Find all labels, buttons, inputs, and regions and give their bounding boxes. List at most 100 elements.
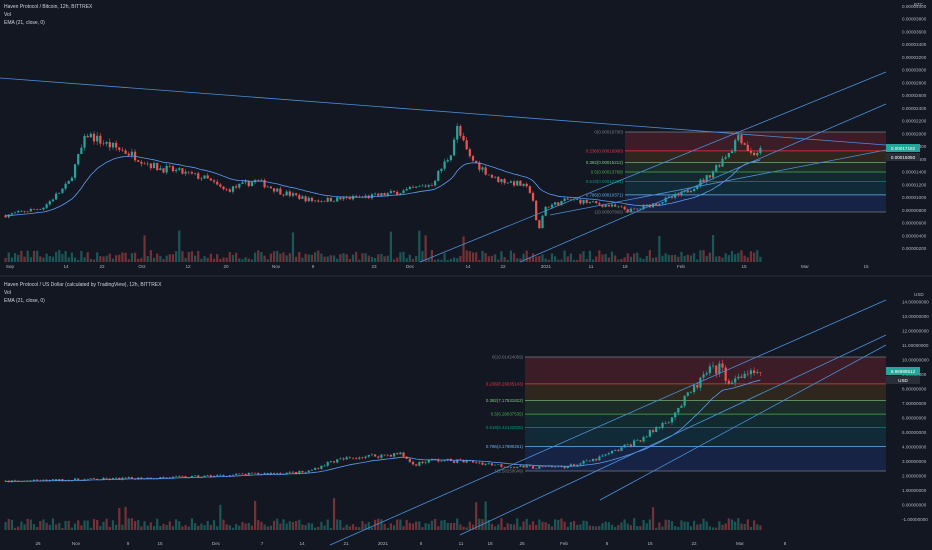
chart2-volume-bar [339, 520, 342, 530]
chart1-candle-body [756, 153, 759, 156]
chart1-volume-bar [402, 251, 405, 262]
chart1-candle-body [430, 185, 434, 186]
chart2-candle-body [4, 480, 7, 482]
chart2-candle-body [231, 474, 235, 476]
chart1-volume-bar [724, 253, 727, 262]
chart1-x-tick-label: 22 [500, 264, 506, 269]
chart1-candle-body [699, 179, 702, 186]
chart1-volume-bar [443, 253, 446, 262]
chart1-volume-bar [336, 258, 339, 262]
chart1-volume-bar [235, 252, 238, 262]
chart2-volume-bar [332, 498, 336, 530]
chart2-ema-indicator[interactable]: EMA (21, close, 0) [4, 298, 45, 304]
chart1-candle-body [26, 211, 29, 213]
chart2-volume-bar [272, 520, 276, 530]
chart2-volume-bar [162, 523, 165, 530]
chart2-volume-bar [566, 526, 569, 530]
chart1-volume-bar [269, 253, 272, 262]
chart1-volume-bar [124, 252, 127, 262]
chart1-x-tick-label: Nov [272, 264, 281, 269]
chart2-y-tick-label: 14.00000000 [902, 299, 929, 304]
chart2-volume-bar [260, 521, 263, 530]
chart1-y-tick-label: 0.00002200 [902, 119, 927, 124]
chart1-volume-bar [70, 252, 74, 262]
chart1-candle-body [137, 160, 140, 162]
chart2-candle-body [238, 473, 241, 475]
chart2-volume-bar [601, 523, 604, 530]
chart2-y-tick-label: 3.00000000 [902, 459, 927, 464]
chart1-volume-bar [351, 254, 355, 262]
chart1-candle-body [238, 183, 241, 188]
chart2-volume-bar [257, 520, 260, 530]
chart1-candle-body [734, 140, 737, 152]
chart2-candle-body [216, 475, 219, 476]
chart1-y-tick-label: 0.00001000 [902, 195, 927, 200]
chart1-volume-bar [598, 250, 601, 262]
chart1-candle-body [20, 210, 23, 212]
chart2-channel-line [599, 344, 887, 501]
chart1-candle-body [197, 173, 200, 179]
chart2-volume-bar [140, 526, 143, 530]
chart2-volume-bar [737, 518, 740, 530]
chart2-candle-body [617, 449, 620, 451]
chart1-volume-bar [500, 251, 503, 262]
chart1-ema-indicator[interactable]: EMA (21, close, 0) [4, 20, 45, 26]
chart2-volume-bar [45, 522, 48, 530]
chart1-volume-bar [440, 259, 443, 262]
chart1-volume-bar [295, 256, 298, 262]
chart2-candle-body [212, 475, 216, 477]
chart2-candle-body [168, 477, 171, 478]
chart2-volume-bar [740, 523, 743, 530]
chart2-volume-bar [598, 525, 601, 530]
chart1-volume-bar [7, 252, 10, 262]
chart2-candle-body [582, 460, 585, 464]
chart1-candle-body [696, 185, 699, 189]
chart2-price-badge-label: USD [898, 378, 908, 383]
chart1-candle-body [727, 153, 730, 158]
chart1-volume-bar [307, 254, 310, 262]
chart1-y-tick-label: 0.00000200 [902, 246, 927, 251]
chart1-volume-bar [512, 253, 516, 262]
chart2-candle-body [601, 455, 604, 457]
chart2-volume-bar [241, 522, 244, 530]
chart2-vol-indicator[interactable]: Vol [4, 290, 11, 296]
chart1-candle-body [216, 181, 219, 185]
chart2-volume-bar [348, 526, 351, 530]
chart1-vol-indicator[interactable]: Vol [4, 12, 11, 18]
chart2-x-tick-label: Nov [72, 541, 81, 546]
chart1-volume-bar [430, 250, 434, 262]
chart2-candle-body [307, 470, 310, 473]
chart1-candle-body [711, 171, 715, 178]
chart1-volume-bar [146, 256, 149, 262]
chart2-candle-body [235, 473, 238, 475]
chart2-candle-body [756, 372, 759, 374]
chart2-volume-bar [522, 521, 525, 530]
chart1-volume-bar [364, 253, 367, 262]
chart1-candle-body [456, 125, 459, 140]
chart1-volume-bar [149, 250, 152, 262]
chart2-volume-bar [175, 519, 178, 530]
chart2-candle-body [535, 468, 538, 470]
chart1-volume-bar [17, 254, 20, 262]
chart2-volume-bar [184, 525, 187, 530]
chart1-candle-body [585, 199, 588, 203]
chart1-volume-bar [563, 250, 566, 262]
chart2-candle-body [146, 477, 149, 479]
chart1-candle-body [449, 155, 453, 161]
chart2-volume-bar [418, 521, 421, 530]
chart2-candle-body [667, 422, 670, 424]
chart2-candle-body [266, 473, 269, 475]
chart2-candle-body [509, 467, 513, 468]
chart1-candle-body [661, 201, 664, 204]
chart1-volume-bar [23, 256, 26, 262]
chart2-candle-body [285, 472, 288, 475]
chart2-volume-bar [23, 524, 26, 530]
chart1-volume-bar [528, 257, 531, 262]
chart1-candle-body [642, 205, 645, 209]
chart1-volume-bar [550, 253, 554, 262]
chart1-candle-body [58, 192, 61, 194]
chart1-x-tick-label: 12 [185, 264, 191, 269]
chart2-candle-body [165, 477, 168, 478]
chart2-volume-bar [434, 518, 437, 530]
